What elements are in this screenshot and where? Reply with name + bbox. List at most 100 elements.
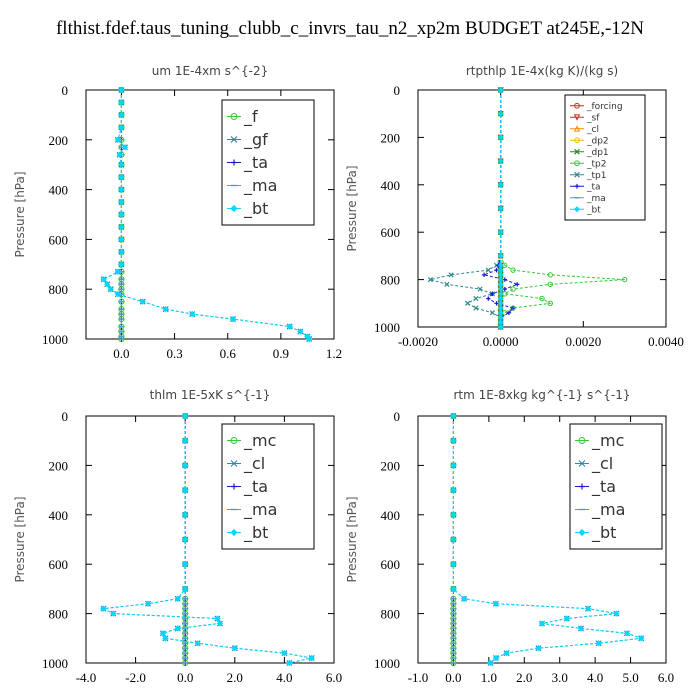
series-point xyxy=(118,173,125,181)
series-point xyxy=(100,276,107,283)
legend-label: _f xyxy=(243,107,258,127)
legend-label: _cl xyxy=(243,454,265,474)
series-point xyxy=(547,272,553,278)
series-point xyxy=(231,645,238,652)
series-point xyxy=(492,600,500,607)
series-point xyxy=(118,99,125,106)
series-point xyxy=(182,437,189,444)
series-point xyxy=(229,315,237,323)
series-point xyxy=(162,635,169,642)
x-tick-label: -2.0 xyxy=(125,670,146,685)
series-point xyxy=(490,291,495,297)
series-point xyxy=(584,605,592,612)
y-tick-label: 200 xyxy=(381,130,401,145)
plot-frame xyxy=(85,89,335,340)
x-tick-label: 0.6 xyxy=(220,346,237,361)
x-tick-label: 2.0 xyxy=(516,670,532,685)
series-point xyxy=(182,561,189,568)
x-tick-label: 0.0000 xyxy=(483,334,519,349)
legend-marker xyxy=(230,136,238,143)
y-tick-label: 800 xyxy=(49,282,69,297)
series-point xyxy=(286,323,293,330)
y-axis-label: Pressure [hPa] xyxy=(345,165,359,251)
series-point xyxy=(281,649,288,657)
legend-label: _ta xyxy=(591,477,616,497)
series-point xyxy=(182,536,189,543)
series-point xyxy=(448,272,454,278)
series-point xyxy=(539,295,545,302)
series-bt xyxy=(100,86,313,343)
series-point xyxy=(308,654,315,662)
series-point xyxy=(216,620,224,627)
legend-label: _ma xyxy=(243,500,277,520)
y-tick-label: 1000 xyxy=(42,332,68,347)
series-point xyxy=(477,286,483,292)
x-tick-label: 0.0040 xyxy=(648,334,684,349)
series-point xyxy=(450,486,457,494)
legend-marker xyxy=(573,114,581,121)
legend-marker xyxy=(231,159,237,166)
series-point xyxy=(450,536,457,543)
series-point xyxy=(118,211,125,218)
y-tick-label: 600 xyxy=(49,232,69,247)
x-tick-label: -1.0 xyxy=(408,670,429,685)
series-point xyxy=(114,136,122,143)
series-point xyxy=(535,645,542,652)
x-tick-label: 0.0 xyxy=(177,670,193,685)
y-tick-label: 1000 xyxy=(42,656,68,671)
y-tick-label: 400 xyxy=(49,183,69,198)
series-point xyxy=(450,412,457,420)
series-point xyxy=(510,286,516,292)
series-point xyxy=(481,272,487,278)
legend-marker xyxy=(574,206,580,213)
series-point xyxy=(497,205,504,212)
series-point xyxy=(174,625,181,632)
legend: _f _gf _ta _ma _bt xyxy=(221,99,315,226)
y-tick-label: 800 xyxy=(381,607,401,622)
series-point xyxy=(547,281,553,288)
legend-label: _sf xyxy=(586,113,600,123)
series-point xyxy=(473,305,479,311)
legend-marker xyxy=(578,437,586,444)
y-tick-label: 200 xyxy=(49,133,69,148)
series-point xyxy=(182,462,189,469)
series-point xyxy=(159,630,167,637)
legend-marker xyxy=(574,102,580,109)
legend-marker xyxy=(230,437,238,444)
chart-panel-3: thlm 1E-5xK s^{-1} Pressure [hPa] 0 200 400 6… xyxy=(13,388,342,685)
legend-marker xyxy=(230,460,238,467)
legend-marker xyxy=(230,528,238,537)
series-point xyxy=(563,615,570,622)
legend-label: _ta xyxy=(243,153,268,173)
legend-marker xyxy=(230,113,238,120)
series-line xyxy=(430,90,502,327)
series-point xyxy=(497,324,504,330)
legend-label: _bt xyxy=(591,523,616,543)
panel-title: um 1E-4xm s^{-2} xyxy=(152,64,268,78)
plot-frame xyxy=(85,415,335,664)
legend-marker xyxy=(573,125,581,132)
series-point xyxy=(497,229,504,235)
y-tick-label: 0 xyxy=(394,83,401,98)
x-tick-label: 3.0 xyxy=(552,670,568,685)
x-tick-label: 6.0 xyxy=(658,670,674,685)
panel-title: rtm 1E-8xkg kg^{-1} s^{-1} xyxy=(453,388,630,402)
x-tick-label: 0.3 xyxy=(166,346,182,361)
series-point xyxy=(182,511,189,518)
y-tick-label: 1000 xyxy=(374,320,400,335)
series-point xyxy=(144,600,152,607)
series-point xyxy=(118,248,125,256)
y-tick-label: 200 xyxy=(381,458,401,473)
series-point xyxy=(118,198,125,206)
legend-label: _bt xyxy=(243,523,268,543)
x-tick-label: 1.2 xyxy=(326,346,342,361)
series-point xyxy=(486,296,491,301)
series-point xyxy=(297,328,304,335)
x-tick-label: 0.9 xyxy=(273,346,289,361)
series-point xyxy=(118,124,125,131)
y-tick-label: 0 xyxy=(62,83,69,98)
x-tick-label: 1.0 xyxy=(481,670,497,685)
legend-label: _ta xyxy=(586,182,601,192)
y-tick-label: 0 xyxy=(62,409,69,424)
